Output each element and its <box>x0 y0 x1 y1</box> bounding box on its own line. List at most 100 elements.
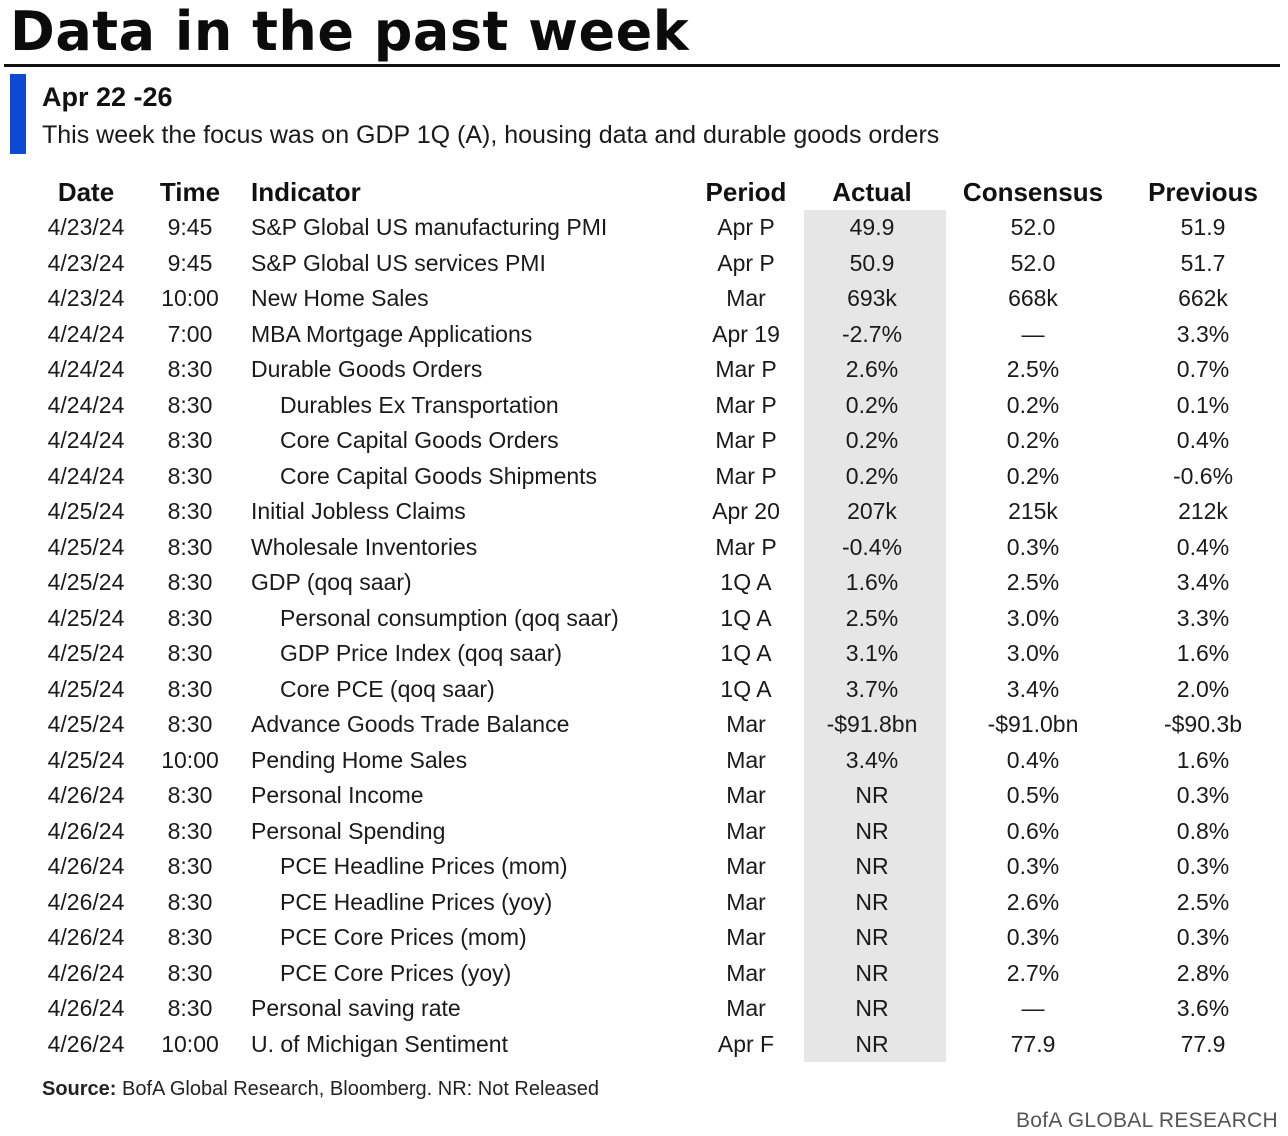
cell-previous: 0.3% <box>1176 782 1230 809</box>
cell-actual: NR <box>855 959 889 986</box>
cell-period: Mar P <box>715 533 777 560</box>
cell-period: Mar <box>726 959 766 986</box>
cell-period: Apr P <box>717 249 775 276</box>
cell-indicator: Wholesale Inventories <box>251 533 478 560</box>
cell-time: 8:30 <box>167 533 213 560</box>
title-divider <box>4 64 1280 67</box>
cell-previous: 51.7 <box>1180 249 1226 276</box>
cell-previous: -0.6% <box>1172 462 1234 489</box>
table-row: 4/24/24 8:30 Durables Ex Transportation Mar… <box>36 388 1283 424</box>
cell-previous: 0.3% <box>1176 924 1230 951</box>
cell-previous: 662k <box>1178 285 1228 312</box>
cell-actual: 0.2% <box>845 427 899 454</box>
cell-actual: 50.9 <box>849 249 895 276</box>
cell-period: Mar <box>726 817 766 844</box>
cell-indicator: Core PCE (qoq saar) <box>280 675 495 702</box>
header-period: Period <box>705 176 787 207</box>
cell-period: Mar <box>726 924 766 951</box>
cell-time: 7:00 <box>167 320 213 347</box>
cell-consensus: 0.3% <box>1006 533 1060 560</box>
cell-previous: 77.9 <box>1180 1030 1226 1057</box>
cell-period: Mar <box>726 711 766 738</box>
cell-previous: 3.3% <box>1176 604 1230 631</box>
cell-consensus: 77.9 <box>1010 1030 1056 1057</box>
cell-date: 4/24/24 <box>47 356 125 383</box>
table-row: 4/25/24 8:30 Personal consumption (qoq saa… <box>36 601 1283 637</box>
cell-period: Mar <box>726 285 766 312</box>
cell-period: Mar P <box>715 391 777 418</box>
cell-time: 8:30 <box>167 711 213 738</box>
cell-actual: NR <box>855 782 889 809</box>
cell-time: 8:30 <box>167 427 213 454</box>
cell-actual: 0.2% <box>845 391 899 418</box>
cell-actual: -2.7% <box>841 320 903 347</box>
cell-date: 4/26/24 <box>47 817 125 844</box>
source-note: Source: BofA Global Research, Bloomberg.… <box>42 1075 599 1103</box>
table-row: 4/24/24 8:30 Core Capital Goods Orders Mar … <box>36 423 1283 459</box>
cell-time: 8:30 <box>167 782 213 809</box>
cell-indicator: GDP Price Index (qoq saar) <box>280 640 563 667</box>
cell-previous: 212k <box>1178 498 1228 525</box>
cell-consensus: 2.5% <box>1006 569 1060 596</box>
header-previous: Previous <box>1148 176 1258 207</box>
cell-previous: 2.8% <box>1176 959 1230 986</box>
cell-date: 4/25/24 <box>47 498 125 525</box>
table-row: 4/26/24 8:30 Personal saving rate Mar NR — 3.6… <box>36 991 1283 1027</box>
cell-date: 4/23/24 <box>47 249 125 276</box>
cell-previous: 0.1% <box>1176 391 1230 418</box>
table-row: 4/26/24 10:00 U. of Michigan Sentiment Apr … <box>36 1027 1283 1063</box>
cell-actual: 693k <box>847 285 897 312</box>
cell-previous: 0.4% <box>1176 533 1230 560</box>
cell-indicator: New Home Sales <box>251 285 429 312</box>
cell-time: 8:30 <box>167 462 213 489</box>
cell-previous: 3.3% <box>1176 320 1230 347</box>
cell-time: 8:30 <box>167 817 213 844</box>
cell-consensus: 0.2% <box>1006 427 1060 454</box>
cell-actual: 2.6% <box>845 356 899 383</box>
cell-date: 4/26/24 <box>47 924 125 951</box>
cell-indicator: S&P Global US services PMI <box>251 249 546 276</box>
cell-actual: 2.5% <box>845 604 899 631</box>
cell-previous: -$90.3b <box>1163 711 1242 738</box>
cell-previous: 2.5% <box>1176 888 1230 915</box>
cell-previous: 0.8% <box>1176 817 1230 844</box>
header-time: Time <box>159 176 221 207</box>
accent-bar <box>10 74 26 154</box>
cell-time: 8:30 <box>167 853 213 880</box>
cell-consensus: 2.5% <box>1006 356 1060 383</box>
table-row: 4/26/24 8:30 Personal Spending Mar NR 0.6% 0.8… <box>36 814 1283 850</box>
cell-actual: NR <box>855 888 889 915</box>
cell-indicator: Durable Goods Orders <box>251 356 483 383</box>
cell-previous: 51.9 <box>1180 214 1226 241</box>
cell-actual: 3.7% <box>845 675 899 702</box>
table-body: 4/23/24 9:45 S&P Global US manufacturing P… <box>36 210 1283 1062</box>
cell-consensus: 52.0 <box>1010 249 1056 276</box>
cell-period: Apr 20 <box>712 498 780 525</box>
cell-actual: 3.4% <box>845 746 899 773</box>
table-row: 4/24/24 8:30 Durable Goods Orders Mar P 2.6%… <box>36 352 1283 388</box>
table-row: 4/25/24 8:30 Wholesale Inventories Mar P -0.… <box>36 530 1283 566</box>
cell-indicator: Personal saving rate <box>251 995 461 1022</box>
cell-actual: NR <box>855 924 889 951</box>
cell-indicator: MBA Mortgage Applications <box>251 320 533 347</box>
cell-date: 4/25/24 <box>47 569 125 596</box>
cell-date: 4/25/24 <box>47 675 125 702</box>
cell-period: Mar <box>726 995 766 1022</box>
cell-time: 8:30 <box>167 569 213 596</box>
cell-indicator: Personal consumption (qoq saar) <box>280 604 619 631</box>
table-row: 4/25/24 8:30 Initial Jobless Claims Apr 20 2… <box>36 494 1283 530</box>
cell-period: Apr 19 <box>712 320 780 347</box>
cell-consensus: 3.4% <box>1006 675 1060 702</box>
cell-period: 1Q A <box>720 675 772 702</box>
source-label: Source: <box>42 1078 117 1100</box>
cell-period: Mar P <box>715 356 777 383</box>
table-row: 4/23/24 10:00 New Home Sales Mar 693k 668k 662… <box>36 281 1283 317</box>
cell-indicator: PCE Headline Prices (yoy) <box>280 888 553 915</box>
cell-actual: NR <box>855 995 889 1022</box>
cell-date: 4/25/24 <box>47 640 125 667</box>
cell-date: 4/26/24 <box>47 959 125 986</box>
cell-date: 4/26/24 <box>47 995 125 1022</box>
cell-consensus: 668k <box>1008 285 1058 312</box>
cell-time: 8:30 <box>167 995 213 1022</box>
cell-date: 4/24/24 <box>47 320 125 347</box>
